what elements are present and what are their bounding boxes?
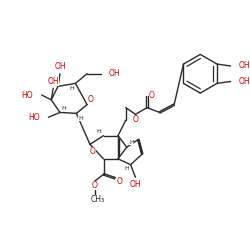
Text: H: H	[62, 106, 66, 111]
Text: O: O	[132, 115, 138, 124]
Text: O: O	[117, 176, 123, 186]
Text: HO: HO	[28, 113, 40, 122]
Text: H: H	[129, 140, 134, 145]
Text: OH: OH	[108, 69, 120, 78]
Text: O: O	[149, 90, 155, 100]
Text: OH: OH	[48, 77, 59, 86]
Text: O: O	[90, 146, 96, 156]
Text: OH: OH	[238, 62, 250, 70]
Text: O: O	[92, 182, 98, 190]
Text: CH₃: CH₃	[91, 195, 105, 204]
Text: OH: OH	[54, 62, 66, 72]
Text: O: O	[88, 95, 94, 104]
Text: OH: OH	[130, 180, 141, 188]
Text: H: H	[124, 166, 129, 171]
Text: H: H	[96, 129, 101, 134]
Text: H: H	[69, 86, 74, 91]
Text: H: H	[78, 116, 83, 121]
Text: HO: HO	[21, 90, 33, 100]
Text: OH: OH	[238, 77, 250, 86]
